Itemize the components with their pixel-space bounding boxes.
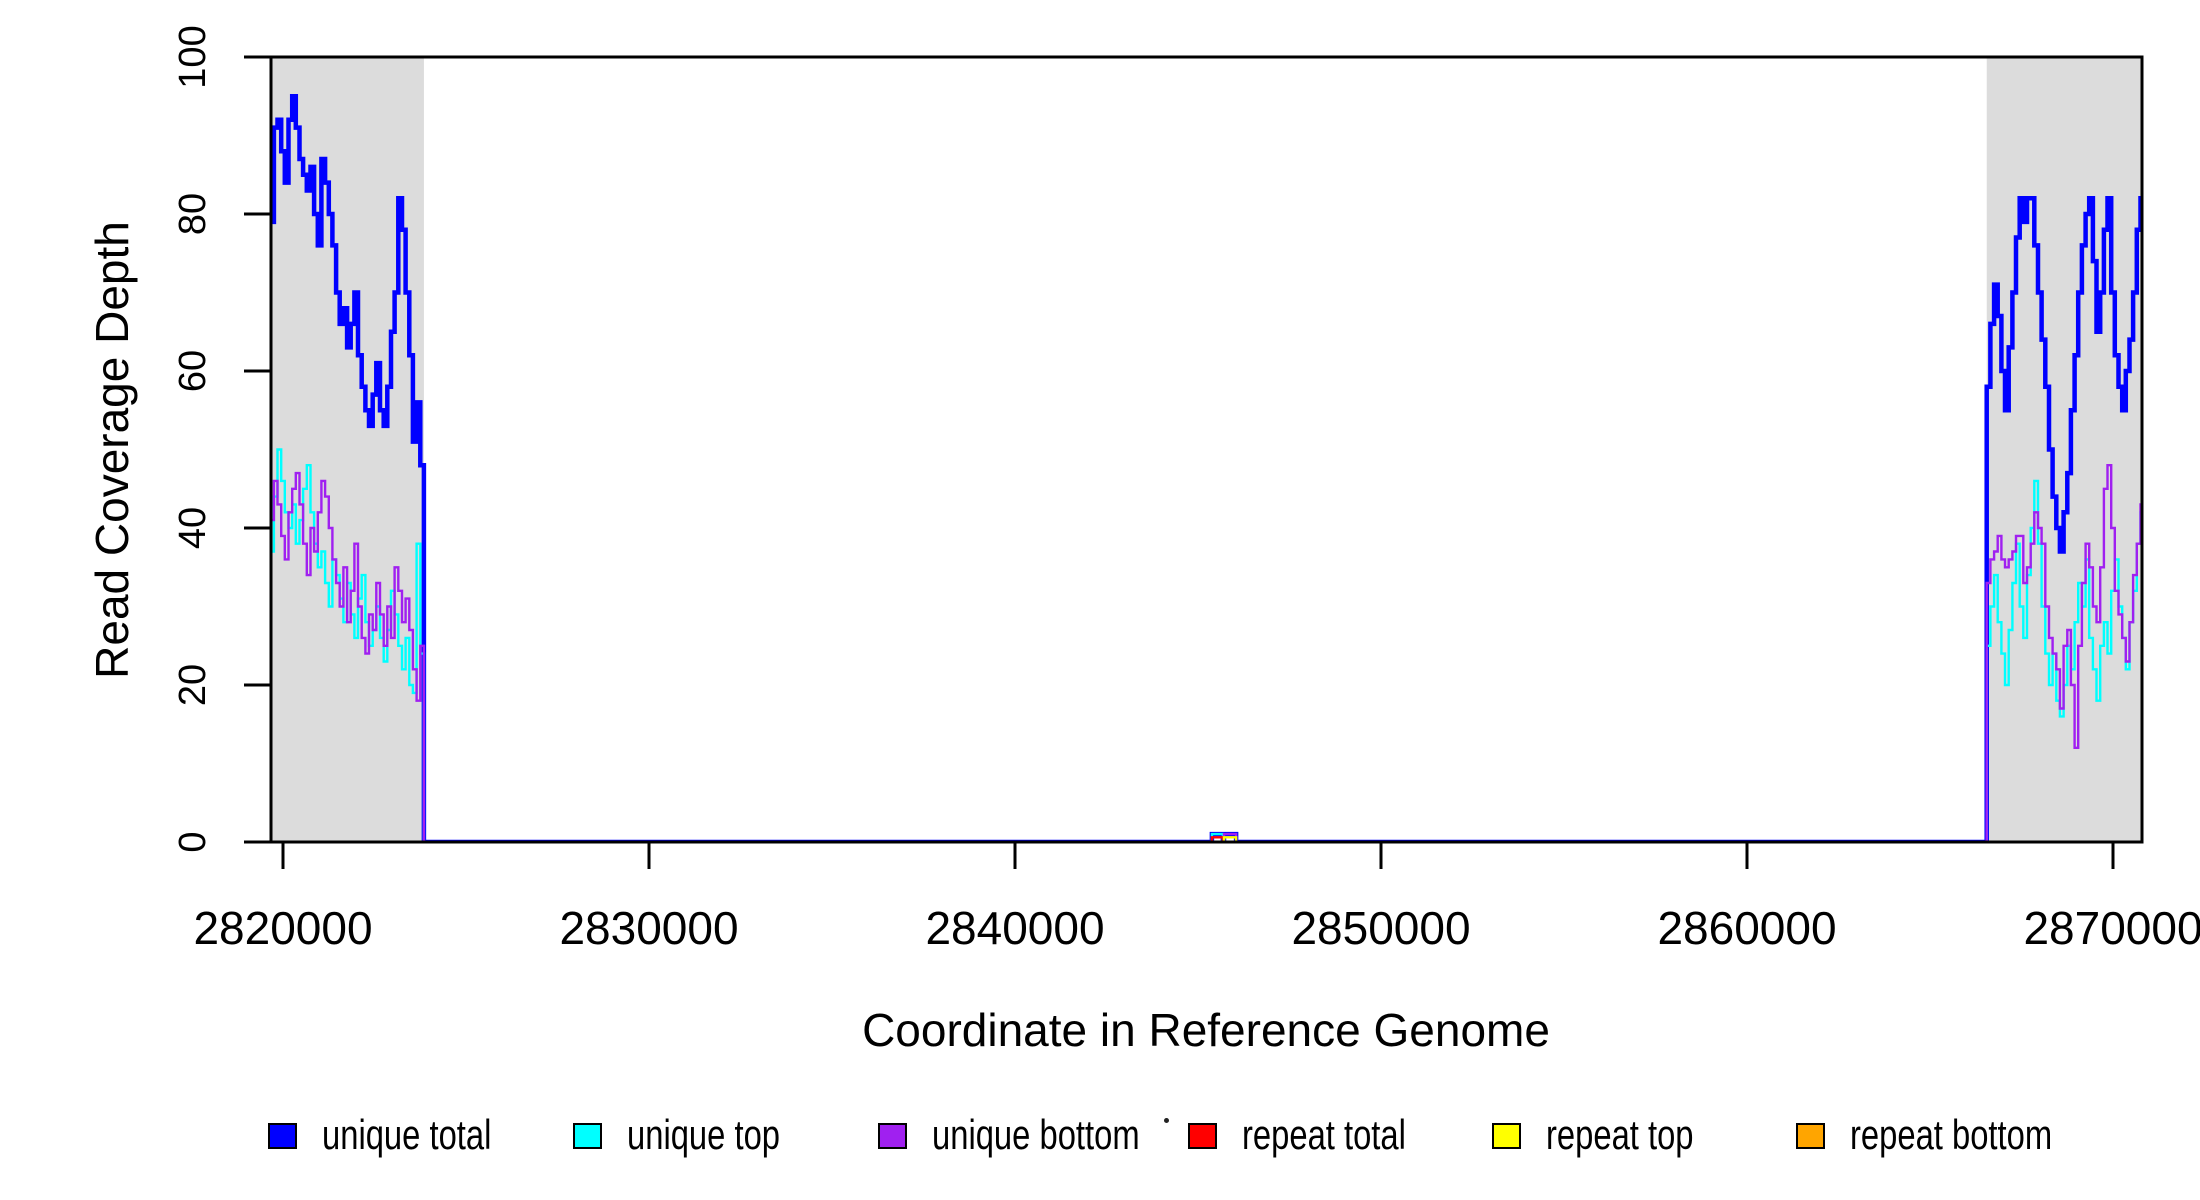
y-tick-label: 20 — [172, 664, 214, 706]
left-repeat-flank — [271, 57, 424, 842]
stray-dot — [1164, 1118, 1169, 1123]
x-tick-label: 2820000 — [193, 902, 372, 954]
right-repeat-flank — [1986, 57, 2142, 842]
x-axis: 2820000 2830000 2840000 2850000 2860000 28700… — [193, 842, 2200, 954]
y-tick-label: 100 — [172, 25, 214, 88]
series-repeat-top — [1222, 836, 1238, 842]
series-unique-bottom — [271, 464, 2142, 842]
y-axis-title: Read Coverage Depth — [86, 221, 138, 679]
series-unique-top — [271, 448, 2142, 842]
x-tick-label: 2860000 — [1657, 902, 1836, 954]
y-axis: 0 20 40 60 80 100 — [172, 25, 271, 853]
highlight-regions — [271, 57, 2142, 842]
x-axis-title: Coordinate in Reference Genome — [862, 1004, 1550, 1056]
x-tick-label: 2840000 — [925, 902, 1104, 954]
series-lines — [271, 94, 2142, 842]
plot-box — [269, 55, 2144, 844]
y-tick-label: 60 — [172, 350, 214, 392]
x-tick-label: 2850000 — [1291, 902, 1470, 954]
x-tick-label: 2830000 — [559, 902, 738, 954]
x-tick-label: 2870000 — [2023, 902, 2200, 954]
y-tick-label: 40 — [172, 507, 214, 549]
y-tick-label: 80 — [172, 193, 214, 235]
y-tick-label: 0 — [172, 831, 214, 852]
series-repeat-total — [1210, 836, 1225, 842]
series-unique-total — [271, 94, 2142, 842]
